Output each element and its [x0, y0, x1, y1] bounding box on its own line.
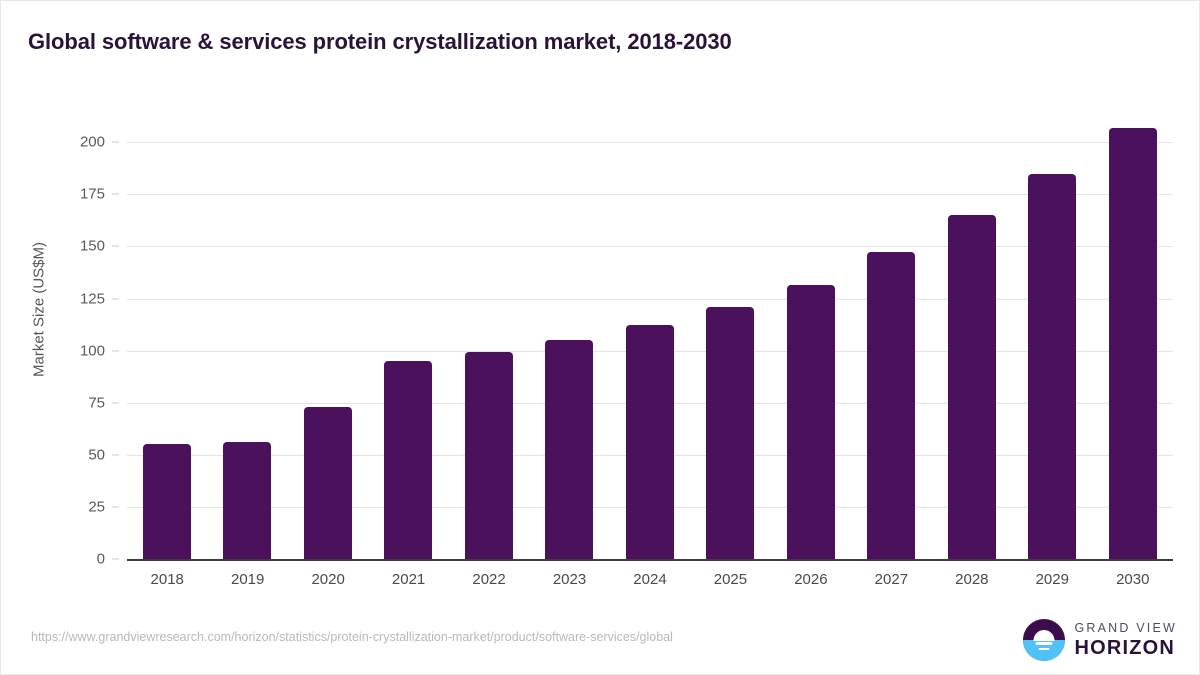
y-tick-label: 50	[88, 446, 105, 464]
y-tick-label: 125	[79, 290, 105, 308]
brand-name-secondary: HORIZON	[1074, 636, 1176, 659]
bar-2026[interactable]	[786, 285, 835, 559]
x-tick-label-2027: 2027	[874, 571, 909, 588]
logo-water-half	[1023, 640, 1066, 661]
bar-slot	[368, 111, 448, 559]
y-tick-mark	[112, 350, 119, 352]
y-tick-label: 0	[96, 550, 105, 568]
gridline	[127, 298, 1173, 300]
bar-2029[interactable]	[1028, 173, 1077, 559]
bar-slot	[207, 111, 287, 559]
bar-slot	[288, 111, 368, 559]
bar-slot	[690, 111, 770, 559]
bar-2019[interactable]	[223, 442, 272, 559]
y-tick-mark	[112, 245, 119, 247]
y-tick-label: 175	[79, 185, 105, 203]
bar-series	[127, 111, 1173, 559]
bar-slot	[529, 111, 609, 559]
logo-line-upper	[1035, 642, 1053, 645]
bar-2018[interactable]	[143, 444, 191, 559]
brand-logo-text: GRAND VIEW HORIZON	[1074, 622, 1177, 658]
source-url[interactable]: https://www.grandviewresearch.com/horizo…	[31, 630, 673, 644]
gridline	[127, 194, 1173, 196]
bar-slot	[449, 111, 529, 559]
y-axis-tick-labels: 0 25 50 75 100 125 150 175 200	[1, 111, 119, 568]
bar-slot	[1012, 111, 1092, 559]
x-tick-label-2030: 2030	[1116, 571, 1150, 588]
x-tick-label-2024: 2024	[633, 571, 667, 588]
bar-slot	[932, 111, 1012, 559]
bar-slot	[771, 111, 851, 559]
bar-slot	[851, 111, 931, 559]
bar-2023[interactable]	[545, 340, 594, 559]
brand-name-primary: GRAND VIEW	[1074, 621, 1177, 636]
x-axis-tick-labels: 2018 2019 2020 2021 2022 2023 2024 2025 2026 2027…	[127, 571, 1173, 597]
page-title: Global software & services protein cryst…	[28, 29, 732, 54]
axis-baseline	[127, 559, 1173, 561]
bar-2025[interactable]	[706, 306, 755, 559]
y-tick-label: 100	[79, 342, 105, 360]
bar-2024[interactable]	[625, 324, 674, 559]
bar-2027[interactable]	[867, 251, 916, 559]
y-tick-label: 75	[88, 394, 105, 412]
y-tick-label: 25	[88, 498, 105, 516]
y-tick-mark	[112, 298, 119, 300]
bar-slot	[127, 111, 207, 559]
y-tick-mark	[112, 402, 119, 404]
y-tick-mark	[112, 558, 119, 560]
bar-2028[interactable]	[947, 215, 996, 559]
bar-slot	[610, 111, 690, 559]
y-tick-mark	[112, 193, 119, 195]
bar-2021[interactable]	[384, 361, 433, 559]
bar-2020[interactable]	[303, 406, 352, 559]
x-tick-label-2020: 2020	[311, 571, 345, 588]
x-tick-label-2019: 2019	[230, 571, 265, 588]
x-tick-label-2021: 2021	[391, 571, 426, 588]
x-tick-label-2028: 2028	[955, 571, 989, 588]
x-tick-label-2023: 2023	[552, 571, 587, 588]
gridline	[127, 246, 1173, 248]
y-tick-label: 200	[79, 133, 105, 151]
bar-slot	[1093, 111, 1173, 559]
bar-2030[interactable]	[1108, 127, 1157, 559]
x-tick-label-2029: 2029	[1035, 571, 1069, 588]
bar-2022[interactable]	[464, 351, 513, 559]
x-tick-label-2022: 2022	[472, 571, 506, 588]
logo-line-lower	[1038, 647, 1050, 651]
x-tick-label-2018: 2018	[150, 571, 184, 588]
logo-sun-dome	[1033, 629, 1055, 641]
x-tick-label-2025: 2025	[713, 571, 748, 588]
y-tick-mark	[112, 141, 119, 143]
gridline	[127, 142, 1173, 144]
horizon-sun-icon	[1023, 619, 1066, 661]
y-tick-mark	[112, 506, 119, 508]
brand-logo: GRAND VIEW HORIZON	[1023, 619, 1177, 661]
x-tick-label-2026: 2026	[794, 571, 828, 588]
y-tick-mark	[112, 454, 119, 456]
y-tick-label: 150	[79, 237, 105, 255]
